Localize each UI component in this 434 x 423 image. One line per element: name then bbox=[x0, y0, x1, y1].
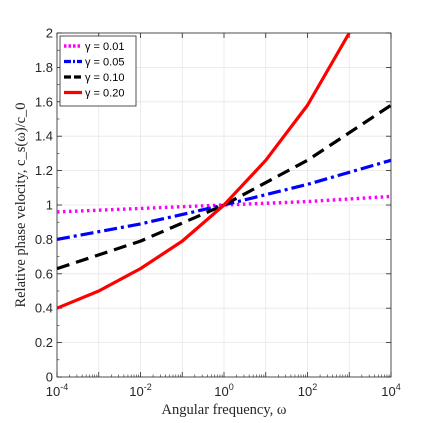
series-line-4 bbox=[57, 33, 351, 310]
y-tick-label: 1.2 bbox=[35, 163, 53, 178]
legend-label-1: γ = 0.01 bbox=[85, 41, 124, 53]
legend-box bbox=[59, 35, 137, 107]
y-tick-label: 1.8 bbox=[35, 60, 53, 75]
y-tick-label: 0.4 bbox=[35, 301, 53, 316]
y-tick-label: 1 bbox=[46, 198, 53, 213]
y-tick-label: 0.6 bbox=[35, 266, 53, 281]
y-tick-label: 1.4 bbox=[35, 129, 53, 144]
series-layer bbox=[57, 33, 391, 310]
legend: γ = 0.01 γ = 0.05 γ = 0.10 γ = 0.20 bbox=[59, 35, 137, 107]
legend-label-2: γ = 0.05 bbox=[85, 57, 124, 69]
y-tick-label: 1.6 bbox=[35, 94, 53, 109]
x-tick-label: 104 bbox=[381, 382, 400, 399]
x-axis-title: Angular frequency, ω bbox=[162, 402, 287, 418]
series-line-3 bbox=[57, 103, 391, 271]
x-tick-label: 10-4 bbox=[46, 382, 68, 399]
legend-label-4: γ = 0.20 bbox=[85, 88, 124, 100]
y-axis-title: Relative phase velocity, c_s(ω)/c_0 bbox=[13, 102, 29, 307]
y-tick-label: 2 bbox=[46, 26, 53, 41]
x-tick-label: 102 bbox=[298, 382, 317, 399]
y-tick-label: 0.2 bbox=[35, 335, 53, 350]
tick-labels: 0 0.2 0.4 0.6 0.8 1 1.2 1.4 1.6 1.8 2 10-4 10-2 100 10… bbox=[35, 26, 401, 400]
series-line-1 bbox=[57, 194, 391, 214]
y-tick-label: 0 bbox=[46, 370, 53, 385]
x-tick-label: 100 bbox=[214, 382, 233, 399]
x-tick-label: 10-2 bbox=[129, 382, 151, 399]
legend-label-3: γ = 0.10 bbox=[85, 72, 124, 84]
series-group bbox=[57, 33, 391, 310]
y-tick-label: 0.8 bbox=[35, 232, 53, 247]
